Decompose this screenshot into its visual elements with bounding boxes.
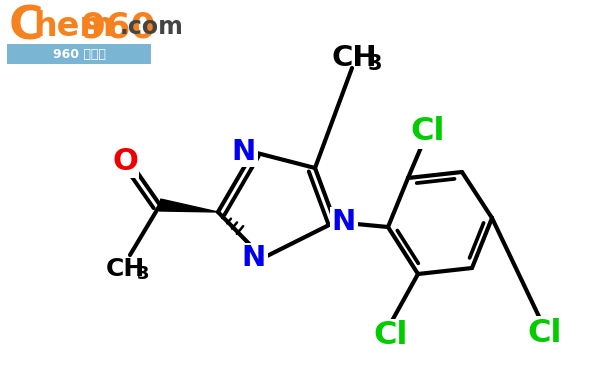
Text: hem: hem — [33, 10, 114, 44]
Text: O: O — [112, 147, 138, 177]
Text: Cl: Cl — [528, 318, 562, 348]
Text: 960 化工网: 960 化工网 — [53, 48, 105, 60]
Text: CH: CH — [331, 44, 377, 72]
Polygon shape — [159, 199, 218, 212]
Text: 3: 3 — [368, 54, 382, 74]
Text: Cl: Cl — [374, 321, 408, 351]
FancyBboxPatch shape — [7, 44, 151, 64]
Text: 960: 960 — [80, 10, 155, 44]
FancyBboxPatch shape — [5, 5, 153, 67]
Text: .com: .com — [120, 15, 184, 39]
Text: N: N — [332, 208, 356, 236]
Text: CH: CH — [105, 257, 145, 281]
Text: N: N — [232, 138, 256, 166]
Text: Cl: Cl — [411, 117, 445, 147]
Text: C: C — [9, 4, 44, 50]
Text: 3: 3 — [137, 265, 149, 283]
Text: N: N — [242, 244, 266, 272]
